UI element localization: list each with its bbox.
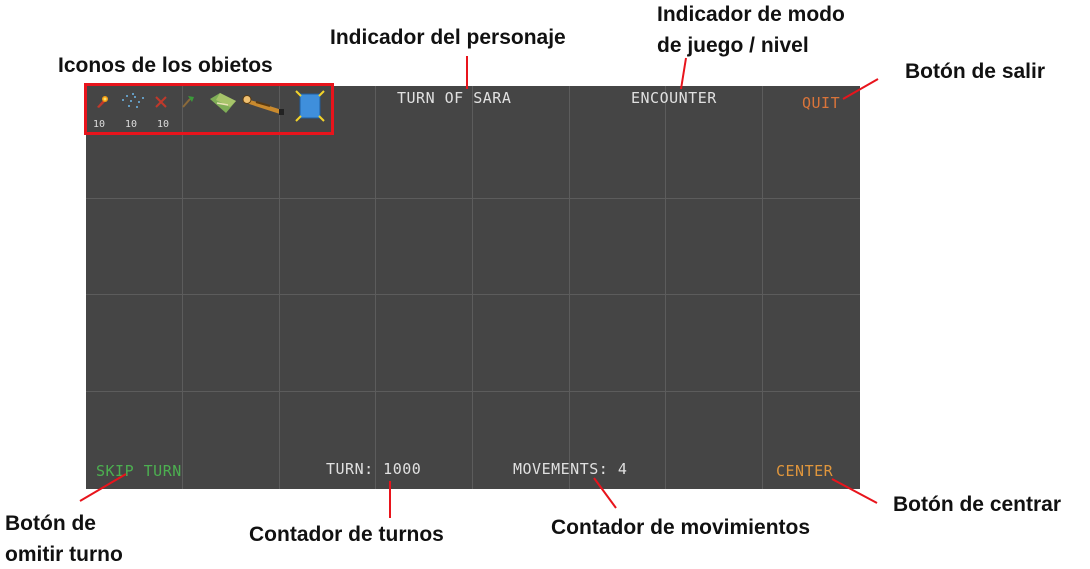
quit-button[interactable]: QUIT [802,94,841,112]
turn-counter: TURN: 1000 [326,460,422,478]
skip-turn-button[interactable]: SKIP TURN [96,462,182,480]
annotation-mode-indicator-line1: Indicador de modo [657,3,845,26]
ice-sparkle-icon[interactable] [120,92,146,110]
annotation-movement-counter: Contador de movimientos [551,516,811,539]
red-scissors-icon[interactable] [154,95,168,109]
board-grid [86,86,860,489]
pointer-center [831,478,878,504]
mirror-icon[interactable] [295,90,325,122]
annotation-turn-counter: Contador de turnos [249,523,444,546]
pointer-movements [593,477,617,509]
game-board[interactable]: 10 10 10 TURN OF SARA ENCOUNTER QUIT SKI… [86,86,860,489]
annotation-mode-indicator-line2: de juego / nivel [657,34,809,57]
pointer-mode [680,57,687,90]
item-count-fire: 10 [93,119,106,130]
map-icon[interactable] [208,91,238,115]
green-axe-icon[interactable] [180,93,196,109]
annotation-skip-button-line1: Botón de [5,512,96,535]
annotation-character-indicator: Indicador del personaje [330,26,566,49]
item-count-ice: 10 [125,119,138,130]
pointer-quit [842,78,879,100]
fire-rocket-icon[interactable] [94,94,110,110]
character-indicator: TURN OF SARA [397,89,512,107]
annotation-quit-button: Botón de salir [905,60,1046,83]
telescope-icon[interactable] [242,94,286,116]
annotation-item-icons: Iconos de los obietos [58,54,273,77]
annotation-skip-button-line2: omitir turno [5,543,123,566]
annotation-center-button: Botón de centrar [893,493,1062,516]
item-icons-highlight [84,83,334,135]
item-count-scissors: 10 [157,119,170,130]
movement-counter: MOVEMENTS: 4 [513,460,628,478]
mode-indicator: ENCOUNTER [631,89,717,107]
pointer-skip [79,473,127,502]
center-button[interactable]: CENTER [776,462,834,480]
